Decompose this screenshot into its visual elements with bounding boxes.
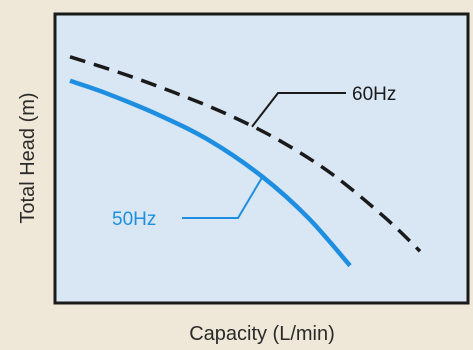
callout-layer: 60Hz 50Hz (112, 84, 396, 230)
callout-leader-50hz (182, 176, 264, 219)
x-axis-label: Capacity (L/min) (189, 323, 335, 345)
series-50hz-line (69, 78, 352, 268)
series-label-60hz: 60Hz (352, 84, 396, 105)
series-60hz-line (69, 55, 422, 253)
y-axis-label: Total Head (m) (17, 92, 39, 223)
series-label-50hz: 50Hz (112, 209, 156, 230)
plot-area (53, 12, 470, 305)
callout-leader-60hz (251, 92, 346, 128)
series-layer (69, 55, 422, 268)
